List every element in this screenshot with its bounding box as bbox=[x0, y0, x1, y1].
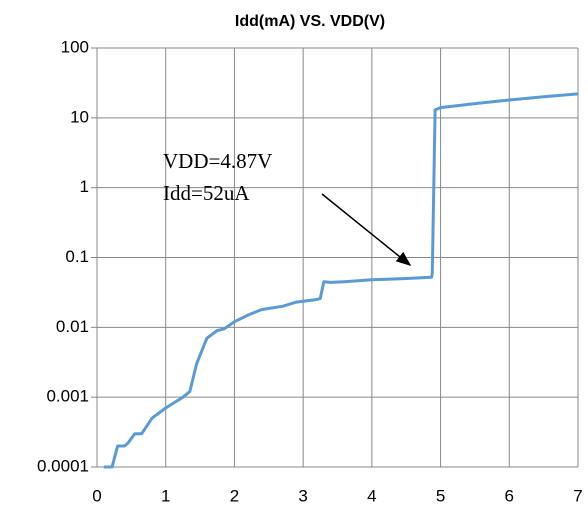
x-tick-label: 6 bbox=[505, 486, 514, 505]
y-tick-label: 0.0001 bbox=[37, 456, 89, 475]
x-tick-label: 0 bbox=[92, 486, 101, 505]
x-tick-label: 3 bbox=[298, 486, 307, 505]
x-tick-label: 2 bbox=[230, 486, 239, 505]
y-tick-label: 0.01 bbox=[56, 317, 89, 336]
y-tick-label: 0.1 bbox=[65, 247, 89, 266]
y-tick-label: 10 bbox=[70, 107, 89, 126]
x-tick-label: 7 bbox=[573, 486, 582, 505]
chart-title: Idd(mA) VS. VDD(V) bbox=[235, 13, 385, 30]
data-line bbox=[103, 92, 579, 469]
y-tick-label: 100 bbox=[61, 37, 89, 56]
annotation: VDD=4.87V bbox=[163, 149, 272, 173]
x-tick-label: 5 bbox=[436, 486, 445, 505]
x-tick-label: 1 bbox=[161, 486, 170, 505]
y-tick-label: 1 bbox=[80, 177, 89, 196]
annotation: Idd=52uA bbox=[163, 181, 250, 205]
y-tick-label: 0.001 bbox=[46, 387, 89, 406]
x-tick-label: 4 bbox=[367, 486, 376, 505]
annotation-arrow bbox=[321, 193, 412, 266]
